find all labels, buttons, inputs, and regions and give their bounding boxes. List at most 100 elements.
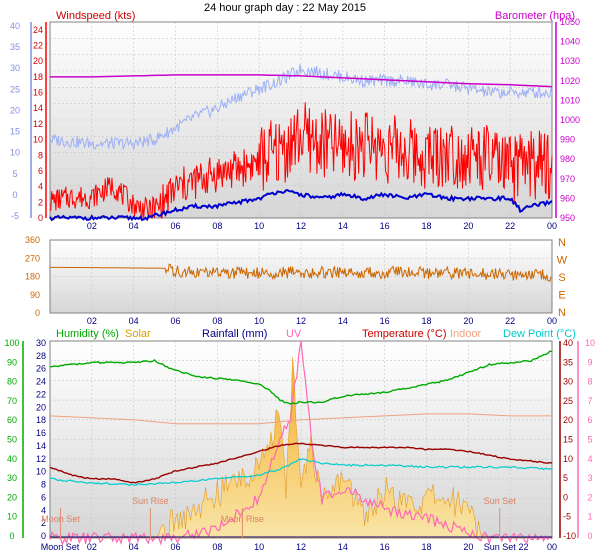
barometer-tick-label: 1040 — [560, 37, 580, 47]
uv-tick-label: 1 — [587, 512, 592, 522]
windspeed-tick-label: 22 — [33, 41, 43, 51]
compass-label: S — [558, 272, 565, 284]
windspeed-line — [49, 102, 553, 220]
humidity-tick-label: 30 — [7, 473, 17, 483]
windspeed-tick-label: 12 — [33, 119, 43, 129]
wind-outer-tick-label: 10 — [10, 148, 20, 158]
moon-set-axis-label: Moon Set — [41, 542, 80, 552]
solar-area — [50, 357, 552, 539]
climate-panel-x-tick-label: 04 — [129, 542, 139, 552]
legend-label-4: Temperature (°C) — [362, 328, 446, 340]
wind-outer-tick-label: 0 — [12, 190, 17, 200]
compass-label: N — [558, 237, 566, 249]
uv-tick-label: 9 — [587, 357, 592, 367]
wind-outer-tick-label: 40 — [10, 21, 20, 31]
wind-panel-x-tick-label: 10 — [254, 221, 264, 231]
climate-panel-x-tick-label: 14 — [338, 542, 348, 552]
wind-gust-line — [49, 63, 553, 150]
rainfall-tick-label: 2 — [41, 518, 46, 528]
humidity-tick-label: 80 — [7, 377, 17, 387]
climate-panel-x-tick-label: 20 — [463, 542, 473, 552]
wind-outer-tick-label: 20 — [10, 105, 20, 115]
barometer-tick-label: 1050 — [560, 17, 580, 27]
legend-label-1: Solar — [125, 328, 151, 340]
climate-panel-x-tick-label: 12 — [296, 542, 306, 552]
wind-panel-x-tick-label: 14 — [338, 221, 348, 231]
windspeed-tick-label: 14 — [33, 103, 43, 113]
barometer-tick-label: 990 — [560, 135, 575, 145]
compass-label: N — [558, 307, 566, 319]
windspeed-tick-label: 16 — [33, 88, 43, 98]
windspeed-tick-label: 4 — [38, 182, 43, 192]
windspeed-tick-label: 18 — [33, 72, 43, 82]
windspeed-tick-label: 0 — [38, 213, 43, 223]
rainfall-tick-label: 8 — [41, 480, 46, 490]
climate-panel-x-tick-label: 16 — [380, 542, 390, 552]
windspeed-tick-label: 24 — [33, 25, 43, 35]
direction-tick-label: 90 — [30, 290, 40, 300]
wind-outer-tick-label: 25 — [10, 84, 20, 94]
wind-panel-x-tick-label: 00 — [547, 221, 557, 231]
event-label-3: Sun Set — [484, 496, 517, 506]
direction-panel-x-tick-label: 22 — [505, 316, 515, 326]
uv-tick-label: 7 — [587, 396, 592, 406]
humidity-tick-label: 50 — [7, 435, 17, 445]
legend-label-2: Rainfall (mm) — [202, 328, 267, 340]
wind-outer-tick-label: 15 — [10, 127, 20, 137]
barometer-tick-label: 970 — [560, 174, 575, 184]
rainfall-tick-label: 22 — [36, 389, 46, 399]
uv-tick-label: 2 — [587, 492, 592, 502]
wind-outer-tick-label: 5 — [12, 169, 17, 179]
humidity-tick-label: 90 — [7, 357, 17, 367]
temperature-tick-label: 15 — [563, 435, 573, 445]
wind-outer-tick-label: -5 — [11, 211, 19, 221]
temperature-tick-label: 30 — [563, 377, 573, 387]
rainfall-tick-label: 20 — [36, 402, 46, 412]
temperature-tick-label: 10 — [563, 454, 573, 464]
uv-tick-label: 8 — [587, 377, 592, 387]
rainfall-tick-label: 0 — [41, 531, 46, 541]
rainfall-tick-label: 24 — [36, 377, 46, 387]
direction-panel-x-tick-label: 12 — [296, 316, 306, 326]
rainfall-tick-label: 28 — [36, 351, 46, 361]
event-label-2: Moon Rise — [221, 514, 264, 524]
direction-panel-x-tick-label: 14 — [338, 316, 348, 326]
direction-panel-x-tick-label: 20 — [463, 316, 473, 326]
event-label-1: Sun Rise — [132, 496, 169, 506]
wind-panel-x-tick-label: 16 — [380, 221, 390, 231]
legend-label-3: UV — [286, 328, 302, 340]
humidity-tick-label: 60 — [7, 415, 17, 425]
barometer-tick-label: 950 — [560, 213, 575, 223]
wind-panel-x-tick-label: 06 — [170, 221, 180, 231]
direction-panel-x-tick-label: 00 — [547, 316, 557, 326]
direction-panel-x-tick-label: 04 — [129, 316, 139, 326]
wind-panel-x-tick-label: 04 — [129, 221, 139, 231]
humidity-tick-label: 0 — [9, 531, 14, 541]
windspeed-tick-label: 6 — [38, 166, 43, 176]
rainfall-tick-label: 6 — [41, 492, 46, 502]
rainfall-tick-label: 10 — [36, 467, 46, 477]
humidity-tick-label: 40 — [7, 454, 17, 464]
temperature-tick-label: 35 — [563, 357, 573, 367]
page-title: 24 hour graph day : 22 May 2015 — [204, 2, 366, 14]
humidity-tick-label: 70 — [7, 396, 17, 406]
direction-panel-x-tick-label: 08 — [212, 316, 222, 326]
temperature-tick-label: 25 — [563, 396, 573, 406]
indoor-temperature-line — [49, 413, 552, 425]
legend-label-6: Dew Point (°C) — [503, 328, 576, 340]
wind-panel-x-tick-label: 12 — [296, 221, 306, 231]
wind-panel-x-tick-label: 08 — [212, 221, 222, 231]
barometer-tick-label: 1000 — [560, 115, 580, 125]
rainfall-tick-label: 18 — [36, 415, 46, 425]
uv-tick-label: 10 — [585, 338, 595, 348]
barometer-tick-label: 1030 — [560, 56, 580, 66]
direction-tick-label: 270 — [25, 253, 40, 263]
uv-tick-label: 0 — [587, 531, 592, 541]
wind-panel-x-tick-label: 02 — [87, 221, 97, 231]
wind-panel-x-tick-label: 18 — [421, 221, 431, 231]
temperature-tick-label: 5 — [563, 473, 568, 483]
barometer-label: Barometer (hpa) — [495, 10, 575, 22]
direction-tick-label: 180 — [25, 272, 40, 282]
